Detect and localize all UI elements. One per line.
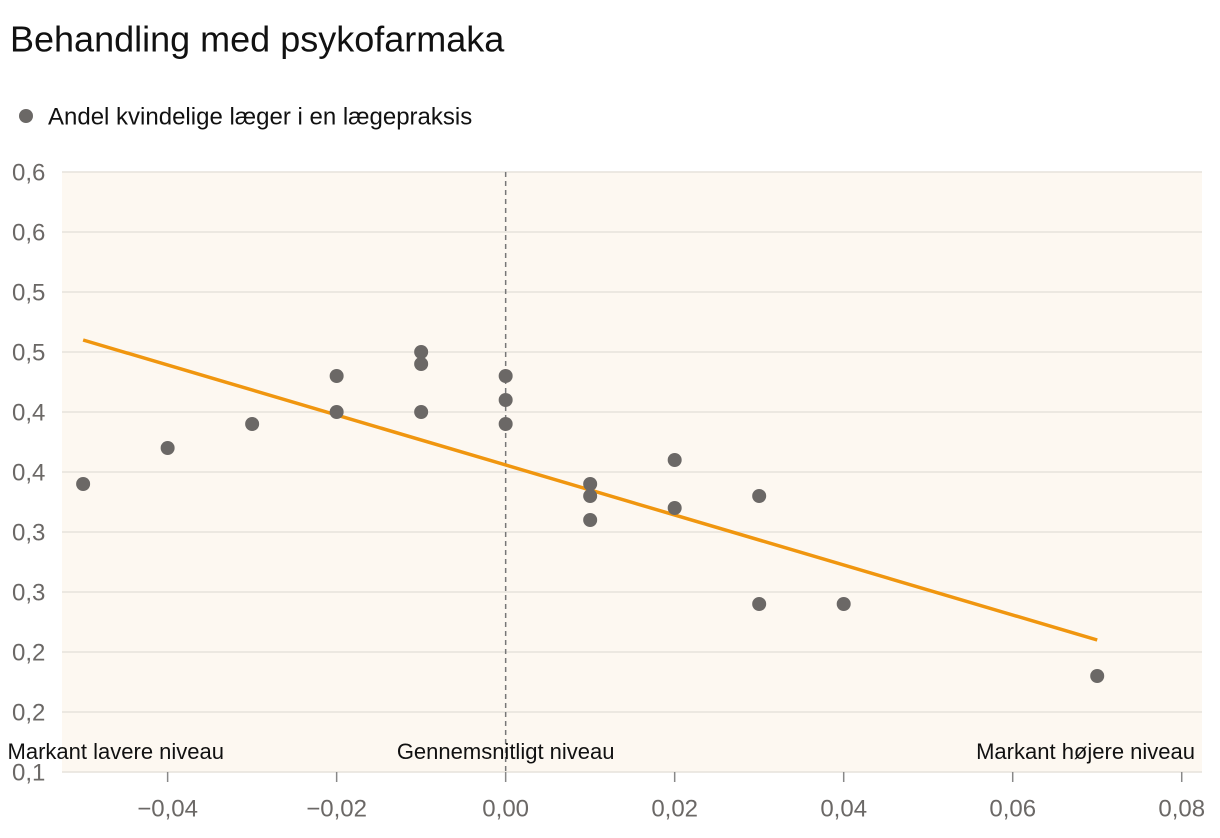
point (414, 345, 429, 359)
point (836, 597, 851, 611)
point (667, 453, 682, 467)
y-tick-label: 0,6 (12, 219, 45, 246)
point (498, 393, 513, 407)
y-tick-label: 0,2 (12, 639, 45, 666)
point (414, 357, 429, 371)
y-tick-label: 0,2 (12, 699, 45, 726)
legend-marker (19, 109, 33, 123)
point (498, 369, 513, 383)
point (329, 405, 344, 419)
x-tick-label: 0,08 (1158, 795, 1205, 822)
point (583, 477, 598, 491)
legend-label: Andel kvindelige læger i en lægepraksis (48, 103, 472, 130)
chart-title: Behandling med psykofarmaka (10, 19, 505, 60)
y-tick-label: 0,3 (12, 579, 45, 606)
point (245, 417, 260, 431)
y-tick-label: 0,5 (12, 339, 45, 366)
point (76, 477, 91, 491)
annotation: Gennemsnitligt niveau (397, 739, 615, 764)
point (498, 417, 513, 431)
point (160, 441, 175, 455)
point (1090, 669, 1105, 683)
x-tick-label: 0,06 (989, 795, 1036, 822)
annotation: Markant lavere niveau (8, 739, 224, 764)
y-tick-label: 0,3 (12, 519, 45, 546)
point (583, 513, 598, 527)
point (329, 369, 344, 383)
y-tick-label: 0,6 (12, 159, 45, 186)
point (583, 489, 598, 503)
point (667, 501, 682, 515)
x-tick-label: 0,00 (482, 795, 529, 822)
annotation: Markant højere niveau (976, 739, 1195, 764)
x-tick-label: −0,04 (137, 795, 198, 822)
point (752, 489, 767, 503)
y-tick-label: 0,4 (12, 399, 45, 426)
x-tick-label: 0,02 (651, 795, 698, 822)
point (414, 405, 429, 419)
x-tick-label: −0,02 (306, 795, 367, 822)
y-tick-label: 0,1 (12, 759, 45, 786)
point (752, 597, 767, 611)
x-tick-label: 0,04 (820, 795, 867, 822)
y-tick-label: 0,4 (12, 459, 45, 486)
y-tick-label: 0,5 (12, 279, 45, 306)
